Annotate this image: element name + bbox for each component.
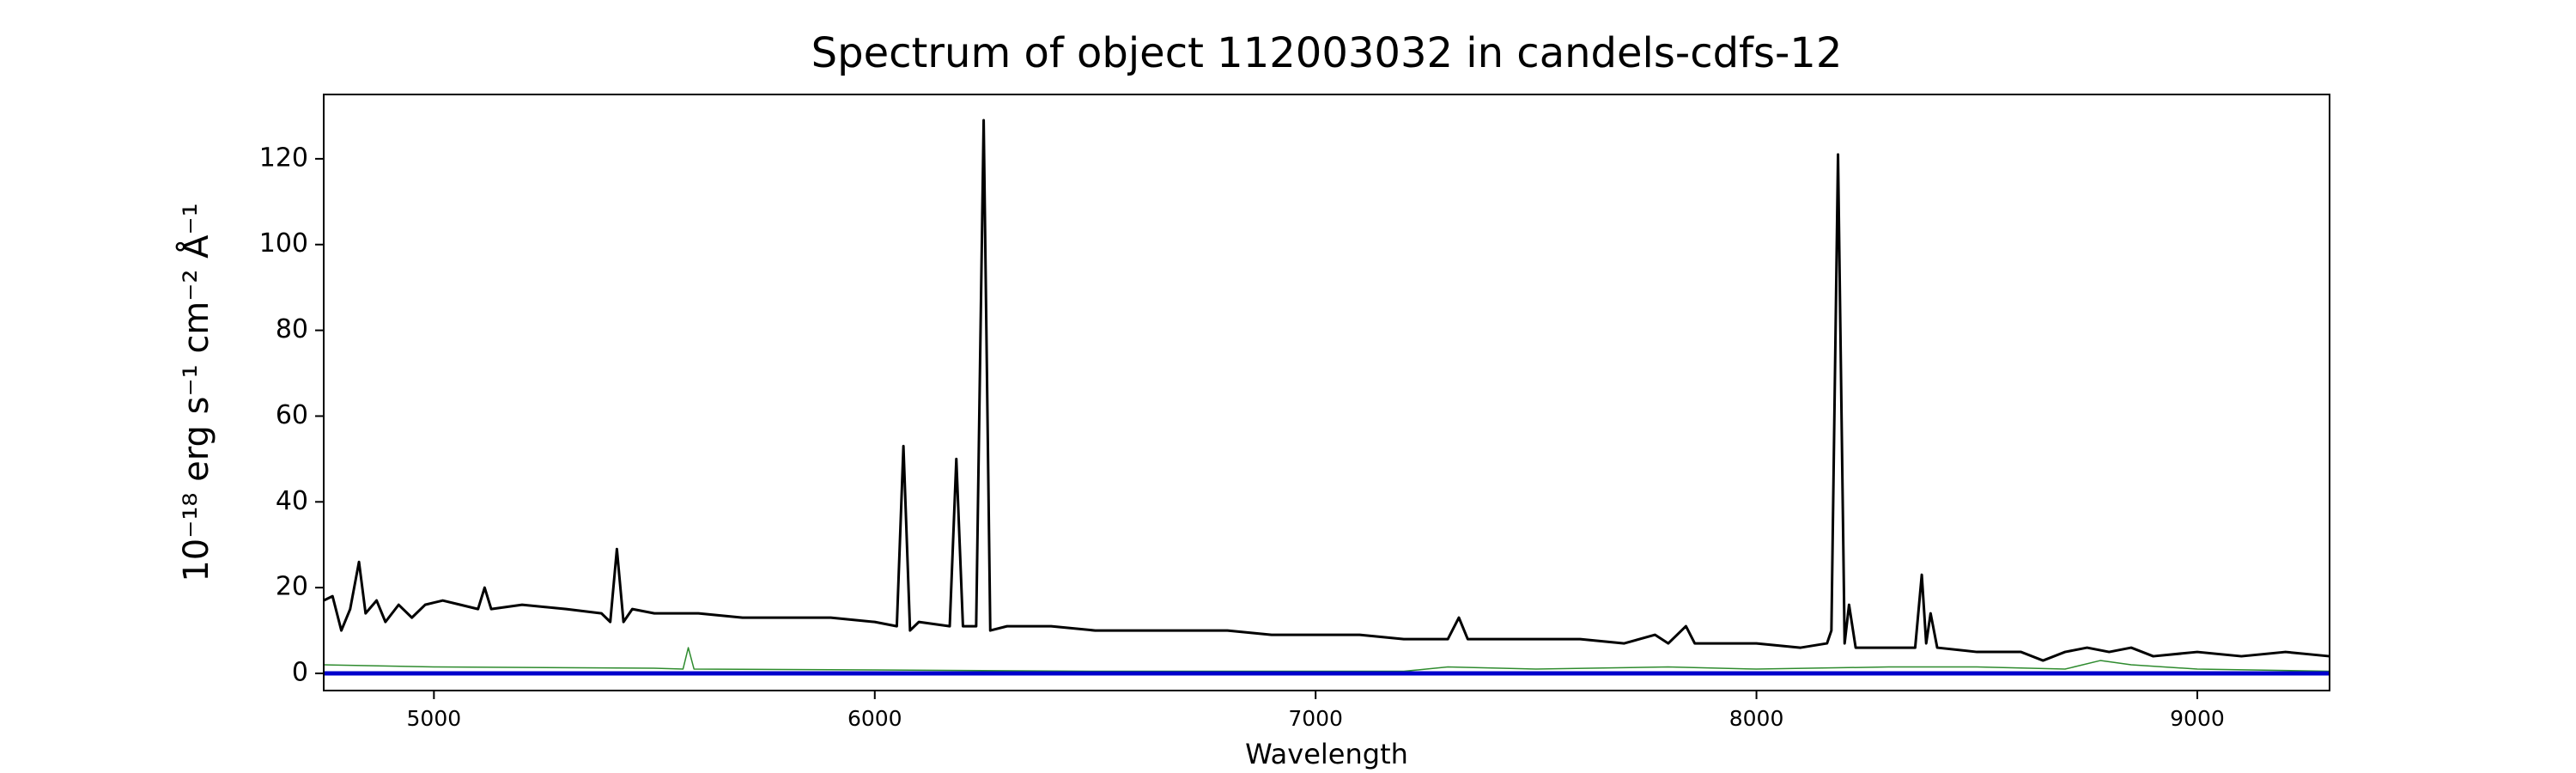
spectrum-line <box>323 119 2330 662</box>
y-tick-label: 20 <box>276 572 308 602</box>
y-tick-label: 0 <box>292 658 308 688</box>
x-tick-label: 7000 <box>1288 706 1343 731</box>
y-tick-label: 60 <box>276 400 308 430</box>
y-tick-label: 120 <box>259 143 308 173</box>
x-tick-label: 9000 <box>2170 706 2225 731</box>
x-tick-label: 6000 <box>848 706 902 731</box>
y-tick-label: 40 <box>276 486 308 516</box>
x-tick-label: 5000 <box>407 706 462 731</box>
x-axis-label: Wavelength <box>1245 738 1408 770</box>
spectrum-line <box>323 647 2330 673</box>
plot-frame <box>323 94 2330 691</box>
y-axis-label: 10⁻¹⁸ erg s⁻¹ cm⁻² Å⁻¹ <box>175 203 216 581</box>
x-tick-label: 8000 <box>1729 706 1784 731</box>
y-tick-label: 100 <box>259 228 308 259</box>
chart-title: Spectrum of object 112003032 in candels-… <box>811 29 1843 77</box>
y-tick-label: 80 <box>276 314 308 344</box>
